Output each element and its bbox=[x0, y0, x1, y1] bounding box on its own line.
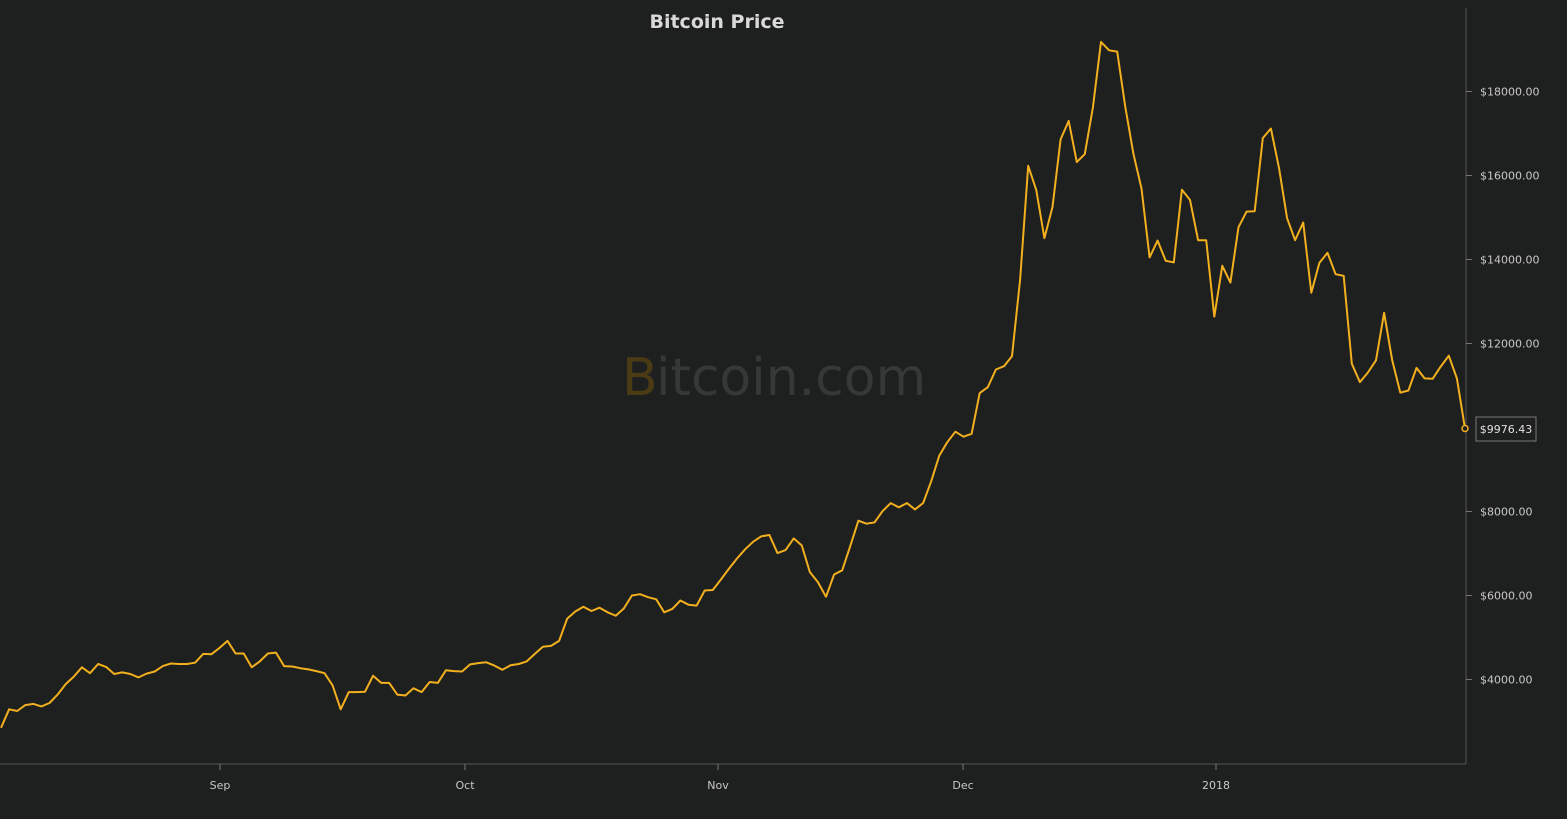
y-axis-ticks: $4000.00 $6000.00 $8000.00 $12000.00 $14000.… bbox=[1466, 86, 1540, 687]
y-tick-label: $14000.00 bbox=[1480, 254, 1540, 267]
watermark-bitcoin-b: B bbox=[622, 348, 658, 408]
current-price-label: $9976.43 bbox=[1480, 423, 1533, 436]
x-tick-label: Sep bbox=[210, 779, 231, 792]
y-tick-label: $16000.00 bbox=[1480, 170, 1540, 183]
x-tick-label: Nov bbox=[707, 779, 729, 792]
y-tick-label: $4000.00 bbox=[1480, 674, 1533, 687]
chart-title: Bitcoin Price bbox=[649, 11, 784, 33]
y-tick-label: $8000.00 bbox=[1480, 506, 1533, 519]
last-price-marker bbox=[1461, 424, 1469, 433]
y-tick-label: $18000.00 bbox=[1480, 86, 1540, 99]
x-tick-label: 2018 bbox=[1202, 779, 1230, 792]
y-tick-label: $6000.00 bbox=[1480, 590, 1533, 603]
x-tick-label: Dec bbox=[952, 779, 973, 792]
series-line-price bbox=[0, 40, 1466, 729]
watermark-bitcoin-text: itcoin.com bbox=[656, 348, 926, 408]
x-tick-label: Oct bbox=[455, 779, 475, 792]
x-axis-ticks: Sep Oct Nov Dec 2018 bbox=[210, 764, 1230, 792]
current-price-badge: $9976.43 bbox=[1475, 416, 1537, 442]
y-tick-label: $12000.00 bbox=[1480, 338, 1540, 351]
